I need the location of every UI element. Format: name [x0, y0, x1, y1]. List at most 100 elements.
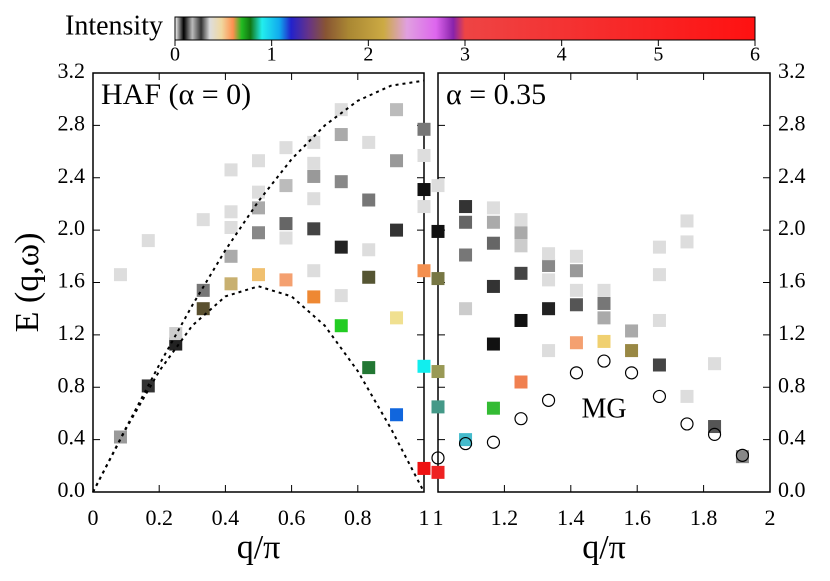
- data-square: [459, 215, 473, 229]
- colorbar-tick-label: 0: [170, 44, 180, 66]
- data-square: [362, 193, 376, 207]
- data-square: [569, 283, 583, 297]
- mg-circle: [541, 393, 556, 407]
- y-tick-label: 0.0: [778, 477, 806, 502]
- data-square: [431, 224, 445, 238]
- data-square: [625, 344, 639, 358]
- data-square: [680, 389, 694, 403]
- data-square: [307, 135, 321, 149]
- data-square: [307, 192, 321, 206]
- y-tick-label: 2.0: [778, 215, 806, 240]
- data-square: [390, 408, 404, 422]
- x-tick-label: 0: [88, 505, 99, 530]
- data-square: [459, 248, 473, 262]
- data-square: [597, 311, 611, 325]
- mg-circle: [431, 451, 445, 465]
- y-tick-label: 1.6: [58, 268, 86, 293]
- y-tick-label: 0.0: [58, 477, 86, 502]
- colorbar-tick-label: 5: [653, 44, 663, 66]
- data-square: [486, 215, 500, 229]
- data-square: [334, 128, 348, 142]
- data-square: [307, 222, 321, 236]
- x-axis-label: q/π: [582, 529, 626, 566]
- data-square: [486, 401, 500, 415]
- mg-circle: [735, 448, 750, 462]
- data-square: [113, 268, 127, 282]
- y-tick-label: 1.2: [778, 320, 806, 345]
- data-square: [334, 289, 348, 303]
- data-square: [224, 277, 238, 291]
- data-square: [252, 185, 265, 199]
- y-tick-label: 2.4: [778, 163, 806, 188]
- data-square: [334, 240, 348, 254]
- panel-title: α = 0.35: [446, 78, 546, 111]
- data-square: [307, 169, 321, 183]
- y-tick-label: 2.0: [58, 215, 86, 240]
- data-square: [224, 163, 238, 177]
- data-square: [224, 249, 238, 263]
- data-square: [390, 154, 404, 168]
- data-square: [514, 213, 528, 227]
- x-tick-label: 2: [765, 505, 776, 530]
- data-square: [417, 461, 431, 475]
- data-square: [279, 217, 293, 231]
- colorbar-tick-label: 1: [267, 44, 277, 66]
- data-square: [542, 247, 556, 261]
- x-tick-label: 1.4: [557, 505, 585, 530]
- x-axis-label: q/π: [237, 529, 281, 566]
- data-square: [542, 258, 556, 272]
- x-tick-label: 1: [419, 505, 430, 530]
- data-square: [169, 327, 183, 341]
- colorbar-tick-label: 2: [363, 44, 373, 66]
- y-tick-label: 0.4: [778, 425, 806, 450]
- mg-circle: [652, 389, 667, 404]
- series-label: MG: [581, 393, 626, 424]
- data-square: [252, 154, 265, 168]
- data-square: [486, 279, 500, 293]
- data-square: [459, 433, 473, 447]
- data-square: [652, 313, 666, 327]
- data-square: [514, 375, 528, 389]
- data-square: [113, 430, 127, 444]
- data-square: [390, 311, 404, 325]
- dashed-curve: [92, 79, 425, 493]
- data-square: [514, 239, 528, 253]
- data-square: [334, 175, 348, 189]
- y-tick-label: 2.8: [58, 110, 86, 135]
- data-square: [417, 264, 431, 278]
- data-square: [569, 298, 583, 312]
- y-tick-label: 3.2: [778, 58, 806, 83]
- mg-circle: [486, 435, 501, 449]
- x-tick-label: 1.2: [491, 505, 519, 530]
- data-square: [652, 358, 666, 372]
- mg-circle: [458, 436, 473, 451]
- y-tick-label: 0.4: [58, 425, 86, 450]
- data-square: [417, 359, 431, 373]
- mg-circle: [597, 354, 611, 368]
- data-square: [279, 179, 293, 193]
- y-tick-label: 2.4: [58, 163, 86, 188]
- data-square: [390, 103, 404, 117]
- data-square: [652, 268, 666, 282]
- y-tick-label: 2.8: [778, 110, 806, 135]
- x-tick-label: 1.8: [690, 505, 718, 530]
- data-square: [625, 324, 639, 338]
- data-square: [417, 122, 431, 136]
- data-square: [486, 337, 500, 351]
- data-square: [224, 221, 238, 235]
- x-tick-label: 0.4: [212, 505, 240, 530]
- data-square: [652, 240, 666, 254]
- mg-circle: [514, 412, 528, 426]
- data-square: [597, 296, 611, 310]
- mg-circle: [680, 417, 694, 431]
- data-square: [417, 183, 431, 197]
- colorbar-tick-label: 6: [750, 44, 760, 66]
- colorbar-tick-label: 4: [557, 44, 567, 66]
- data-square: [431, 272, 445, 286]
- data-square: [362, 135, 376, 149]
- data-square: [708, 357, 722, 371]
- x-tick-label: 1: [433, 505, 444, 530]
- y-tick-label: 0.8: [778, 372, 806, 397]
- data-square: [362, 361, 376, 375]
